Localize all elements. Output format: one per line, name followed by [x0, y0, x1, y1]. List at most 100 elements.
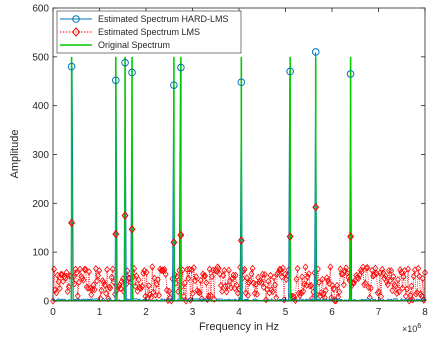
lms-point-274	[358, 267, 365, 276]
hard-lms-peak-7	[286, 67, 294, 76]
lms-point-189	[263, 296, 269, 304]
lms-point-14	[65, 283, 72, 291]
lms-point-24	[77, 265, 83, 273]
lms-point-47	[103, 289, 109, 297]
lms-point-11	[62, 274, 69, 282]
lms-point-41	[96, 266, 103, 275]
lms-peak-1	[112, 229, 120, 239]
lms-point-125	[190, 264, 197, 272]
lms-point-175	[247, 277, 254, 285]
hard-lms-peak-8	[311, 48, 320, 56]
lms-point-322	[413, 290, 419, 298]
x-ticks-group: 0 1 2 3 4 5 6 7 8	[50, 8, 428, 318]
lms-point-319	[409, 296, 416, 304]
hard-lms-peak-3	[128, 68, 136, 77]
x-tick-label-2: 2	[143, 307, 149, 318]
lms-point-188	[262, 270, 268, 279]
lms-point-180	[252, 280, 259, 289]
lms-point-97	[159, 266, 166, 274]
lms-point-117	[181, 279, 188, 287]
lms-point-132	[198, 294, 205, 303]
lms-point-176	[248, 270, 255, 278]
lms-point-244	[325, 277, 331, 285]
lms-point-315	[405, 265, 412, 273]
lms-point-103	[166, 287, 173, 295]
lms-point-148	[216, 270, 223, 278]
lms-point-181	[254, 290, 260, 298]
legend-hard-lms-label: Estimated Spectrum HARD-LMS	[98, 14, 229, 24]
lms-point-94	[156, 291, 162, 299]
x-tick-label-8: 8	[422, 307, 428, 318]
lms-point-74	[133, 272, 140, 280]
lms-point-53	[109, 265, 116, 273]
lms-point-20	[72, 265, 79, 273]
lms-point-225	[303, 281, 310, 289]
lms-point-140	[207, 291, 214, 300]
y-tick-label-0: 0	[43, 297, 49, 308]
lms-point-2	[52, 286, 59, 294]
lms-point-183	[256, 278, 263, 286]
lms-point-37	[91, 285, 98, 294]
lms-point-278	[363, 264, 370, 272]
lms-point-134	[201, 272, 207, 280]
y-tick-label-1: 100	[32, 248, 49, 259]
lms-point-49	[105, 294, 112, 303]
lms-point-300	[388, 267, 395, 275]
lms-point-285	[371, 271, 378, 279]
lms-point-324	[415, 264, 422, 273]
lms-point-297	[384, 280, 391, 289]
hard-lms-peak-2	[121, 58, 129, 67]
x-exponent-base: ×10	[402, 324, 417, 334]
lms-point-305	[393, 289, 400, 298]
lms-point-50	[106, 283, 113, 291]
lms-point-186	[259, 270, 266, 279]
lms-point-292	[379, 265, 386, 274]
lms-point-156	[225, 266, 232, 274]
lms-point-282	[367, 284, 374, 292]
lms-point-154	[223, 288, 230, 296]
hard-lms-peak-4	[170, 81, 178, 89]
x-tick-label-3: 3	[190, 307, 196, 318]
lms-point-77	[136, 284, 143, 292]
lms-point-153	[222, 282, 229, 290]
lms-point-48	[104, 265, 111, 274]
lms-point-245	[326, 279, 333, 287]
lms-point-304	[392, 282, 399, 290]
lms-point-35	[89, 285, 96, 294]
lms-point-13	[64, 287, 71, 296]
lms-point-256	[338, 270, 345, 278]
x-tick-label-5: 5	[283, 307, 289, 318]
lms-point-157	[227, 277, 233, 285]
lms-point-27	[80, 276, 87, 284]
lms-point-221	[299, 273, 306, 281]
lms-point-45	[100, 278, 107, 287]
lms-point-127	[193, 273, 200, 281]
lms-peak-5	[177, 230, 185, 240]
lms-point-139	[206, 265, 213, 273]
lms-point-218	[295, 289, 302, 297]
lms-point-193	[267, 271, 274, 280]
lms-point-135	[202, 272, 209, 280]
lms-point-295	[382, 272, 389, 280]
lms-point-267	[351, 279, 357, 287]
lms-point-302	[390, 272, 397, 281]
lms-peak-4	[170, 238, 178, 247]
lms-point-314	[404, 285, 410, 293]
lms-point-258	[340, 281, 347, 289]
lms-point-308	[397, 266, 404, 274]
lms-point-67	[125, 274, 132, 282]
lms-point-26	[79, 274, 86, 282]
lms-point-81	[141, 266, 148, 275]
lms-point-323	[414, 288, 421, 297]
hard-lms-peak-6	[237, 78, 246, 87]
lms-point-289	[375, 287, 382, 296]
lms-peak-9	[347, 232, 355, 241]
lms-peak-0	[68, 218, 76, 228]
lms-point-61	[118, 278, 125, 286]
lms-point-39	[94, 277, 100, 285]
lms-point-124	[189, 289, 196, 298]
lms-point-196	[271, 273, 277, 282]
lms-point-6	[56, 284, 63, 293]
lms-point-246	[327, 263, 334, 271]
lms-point-325	[416, 272, 423, 280]
